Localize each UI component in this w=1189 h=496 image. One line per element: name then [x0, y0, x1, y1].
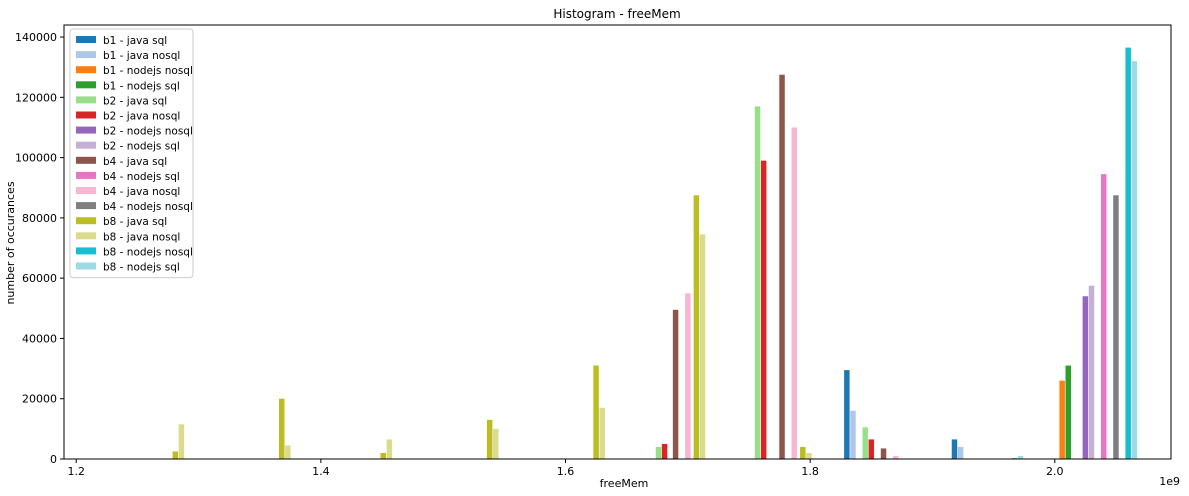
bar-s4-2 [862, 427, 868, 459]
legend-swatch [76, 232, 96, 240]
bar-s12-6 [800, 446, 806, 459]
bar-s4-0 [655, 446, 662, 459]
legend-swatch [76, 126, 96, 134]
legend-entry: b2 - nodejs nosql [103, 126, 193, 138]
bar-s15-0 [1017, 455, 1024, 459]
axes-layer [63, 24, 1172, 460]
legend-entry: b8 - java nosql [103, 231, 180, 243]
bar-s12-4 [593, 365, 599, 459]
bar-s13-0 [178, 424, 185, 459]
legend-swatch [76, 66, 96, 74]
legend-entry: b2 - java sql [103, 95, 167, 107]
legend: b1 - java sql b1 - java nosql b1 - nodejs … [69, 28, 194, 279]
chart-title: Histogram - freeMem [553, 7, 680, 21]
legend-swatch [76, 262, 96, 270]
legend-entry: b4 - nodejs sql [103, 171, 180, 183]
bar-s0-1 [951, 439, 958, 459]
bar-s10-2 [893, 455, 899, 459]
legend-swatch [76, 81, 96, 89]
y-tick-label: 40000 [22, 332, 57, 345]
bar-s8-0 [672, 309, 679, 459]
bar-s12-0 [172, 451, 179, 459]
y-tick-label: 140000 [15, 31, 57, 44]
bar-s5-1 [760, 160, 767, 460]
y-tick-label: 20000 [22, 393, 57, 406]
legend-entry: b1 - nodejs sql [103, 80, 180, 92]
bar-s2-0 [1059, 380, 1065, 459]
legend-swatch [76, 51, 96, 59]
bar-s4-1 [754, 106, 761, 460]
plot-frame [63, 24, 1172, 460]
bar-s13-6 [806, 452, 812, 459]
bar-s15-1 [1131, 61, 1138, 460]
bar-s14-1 [1125, 47, 1131, 459]
y-ticks: 0 20000 40000 60000 80000 100000 120000 140000 [15, 31, 64, 466]
bar-s13-2 [386, 439, 393, 459]
bar-s5-0 [661, 443, 668, 459]
legend-entry: b1 - java nosql [103, 50, 180, 62]
legend-entry: b8 - nodejs sql [103, 262, 180, 274]
legend-swatch [76, 187, 96, 194]
x-axis-offset-label: 1e9 [1159, 475, 1180, 488]
y-tick-label: 100000 [15, 152, 57, 165]
legend-entry: b4 - java sql [103, 156, 167, 168]
legend-swatch [76, 96, 96, 104]
legend-entry: b4 - nodejs nosql [103, 201, 193, 213]
legend-entry: b1 - java sql [103, 35, 167, 47]
legend-entry: b1 - nodejs nosql [103, 65, 193, 77]
y-axis-label: number of occurances [4, 181, 17, 304]
x-ticks: 1.2 1.4 1.6 1.8 2.0 [67, 459, 1064, 478]
bar-s8-2 [880, 448, 887, 459]
x-tick-label: 1.6 [557, 465, 575, 478]
legend-swatch [76, 171, 96, 179]
x-tick-label: 2.0 [1046, 465, 1064, 478]
legend-swatch [76, 217, 96, 225]
y-tick-label: 120000 [15, 91, 57, 104]
bar-s12-2 [380, 452, 386, 459]
bars-layer [172, 47, 1138, 460]
bar-s8-1 [779, 74, 785, 459]
bar-s1-0 [850, 410, 856, 459]
legend-swatch [76, 156, 96, 164]
bar-s12-5 [693, 195, 700, 459]
legend-swatch [76, 36, 96, 43]
legend-swatch [76, 247, 96, 255]
legend-entry: b8 - nodejs nosql [103, 246, 193, 258]
bar-s13-4 [599, 407, 605, 459]
y-tick-label: 0 [50, 453, 57, 466]
legend-swatch [76, 111, 96, 119]
bar-s5-2 [868, 439, 875, 459]
bar-s13-1 [285, 445, 291, 459]
bar-s6-0 [1082, 296, 1089, 459]
bar-s1-1 [957, 446, 964, 459]
bar-s12-3 [486, 419, 493, 459]
x-tick-label: 1.8 [801, 465, 819, 478]
bar-s13-3 [493, 428, 499, 459]
legend-entry: b2 - nodejs sql [103, 141, 180, 153]
y-tick-label: 80000 [22, 212, 57, 225]
bar-s11-0 [1113, 195, 1119, 459]
bar-s0-0 [844, 370, 850, 459]
y-tick-label: 60000 [22, 272, 57, 285]
legend-entry: b8 - java sql [103, 216, 167, 228]
bar-s9-0 [1100, 174, 1107, 459]
x-tick-label: 1.4 [312, 465, 330, 478]
bar-s3-0 [1065, 365, 1071, 459]
x-tick-label: 1.2 [67, 465, 85, 478]
legend-entry: b2 - java nosql [103, 111, 180, 123]
bar-s12-1 [278, 398, 285, 459]
x-axis-label: freeMem [600, 477, 649, 490]
bar-s7-0 [1088, 285, 1095, 459]
legend-swatch [76, 202, 96, 210]
legend-swatch [76, 141, 96, 149]
legend-box [69, 28, 194, 279]
bar-s10-0 [685, 293, 691, 459]
bar-s13-5 [699, 234, 706, 459]
legend-entry: b4 - java nosql [103, 186, 180, 198]
bar-s10-1 [791, 127, 797, 459]
